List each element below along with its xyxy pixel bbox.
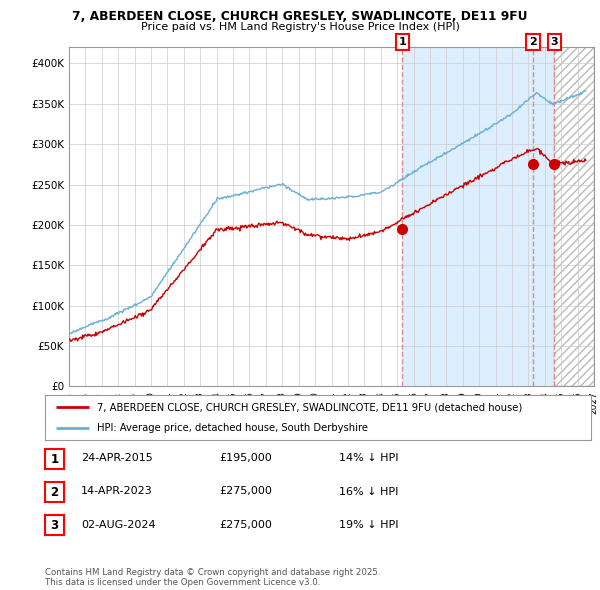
Text: 7, ABERDEEN CLOSE, CHURCH GRESLEY, SWADLINCOTE, DE11 9FU (detached house): 7, ABERDEEN CLOSE, CHURCH GRESLEY, SWADL… [97, 402, 522, 412]
Text: £275,000: £275,000 [219, 487, 272, 496]
Text: 14-APR-2023: 14-APR-2023 [81, 487, 153, 496]
Text: 1: 1 [50, 453, 59, 466]
Text: £275,000: £275,000 [219, 520, 272, 529]
Text: 7, ABERDEEN CLOSE, CHURCH GRESLEY, SWADLINCOTE, DE11 9FU: 7, ABERDEEN CLOSE, CHURCH GRESLEY, SWADL… [72, 10, 528, 23]
Text: 02-AUG-2024: 02-AUG-2024 [81, 520, 155, 529]
Text: 14% ↓ HPI: 14% ↓ HPI [339, 454, 398, 463]
Text: HPI: Average price, detached house, South Derbyshire: HPI: Average price, detached house, Sout… [97, 422, 368, 432]
Text: Price paid vs. HM Land Registry's House Price Index (HPI): Price paid vs. HM Land Registry's House … [140, 22, 460, 32]
Text: 24-APR-2015: 24-APR-2015 [81, 454, 153, 463]
Text: 2: 2 [529, 37, 537, 47]
Text: 16% ↓ HPI: 16% ↓ HPI [339, 487, 398, 496]
Text: £195,000: £195,000 [219, 454, 272, 463]
Bar [402, 47, 554, 386]
Text: 2: 2 [50, 486, 59, 499]
Text: 1: 1 [398, 37, 406, 47]
Text: Contains HM Land Registry data © Crown copyright and database right 2025.
This d: Contains HM Land Registry data © Crown c… [45, 568, 380, 587]
Bar [554, 47, 594, 386]
Text: 3: 3 [550, 37, 558, 47]
Text: 3: 3 [50, 519, 59, 532]
Text: 19% ↓ HPI: 19% ↓ HPI [339, 520, 398, 529]
